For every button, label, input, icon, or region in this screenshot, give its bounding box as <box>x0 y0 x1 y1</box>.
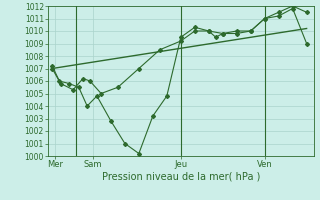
X-axis label: Pression niveau de la mer( hPa ): Pression niveau de la mer( hPa ) <box>102 172 260 182</box>
